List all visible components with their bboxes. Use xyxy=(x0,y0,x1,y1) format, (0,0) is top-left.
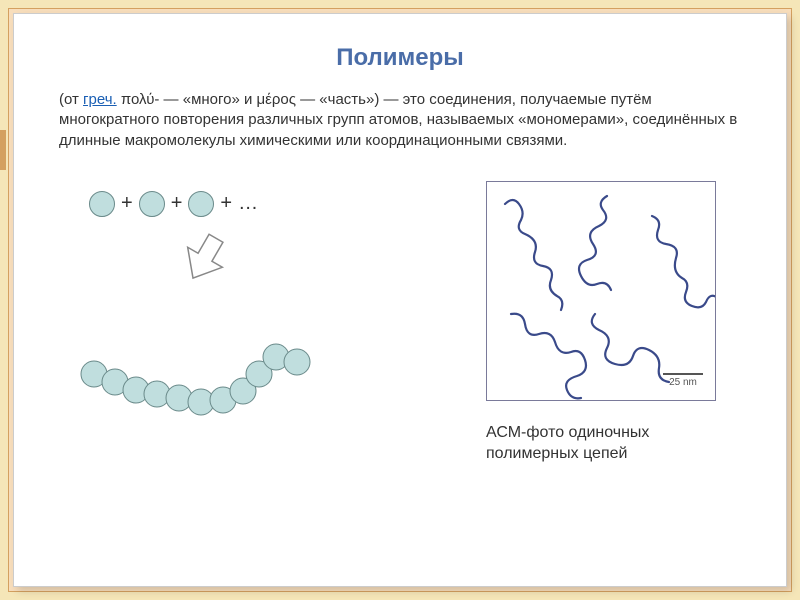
content-row: + + + … xyxy=(54,181,746,465)
scale-line xyxy=(663,373,703,375)
afm-caption: АСМ-фото одиночных полимерных цепей xyxy=(486,423,746,465)
greek-link[interactable]: греч. xyxy=(83,91,117,108)
monomer-equation: + + + … xyxy=(89,191,456,217)
monomer-circle xyxy=(139,191,165,217)
paragraph-open: (от xyxy=(59,91,83,108)
plus-sign: + xyxy=(220,192,232,215)
diagram-column: + + + … xyxy=(54,181,456,465)
slide: Полимеры (от греч. πολύ- — «много» и μέρ… xyxy=(13,13,787,587)
afm-image: 25 nm xyxy=(486,181,716,401)
monomer-circle xyxy=(188,191,214,217)
ellipsis: … xyxy=(238,192,258,215)
side-stripe xyxy=(0,130,6,170)
scale-label: 25 nm xyxy=(669,377,697,388)
arrow-icon xyxy=(174,229,456,294)
plus-sign: + xyxy=(121,192,133,215)
outer-frame: Полимеры (от греч. πολύ- — «много» и μέρ… xyxy=(8,8,792,592)
paragraph-rest: πολύ- — «много» и μέρος — «часть») — это… xyxy=(59,91,737,149)
monomer-circle xyxy=(89,191,115,217)
slide-title: Полимеры xyxy=(54,44,746,72)
scale-bar: 25 nm xyxy=(663,373,703,388)
plus-sign: + xyxy=(171,192,183,215)
polymer-chain xyxy=(79,314,456,429)
afm-column: 25 nm АСМ-фото одиночных полимерных цепе… xyxy=(486,181,746,465)
definition-paragraph: (от греч. πολύ- — «много» и μέρος — «час… xyxy=(54,90,746,151)
